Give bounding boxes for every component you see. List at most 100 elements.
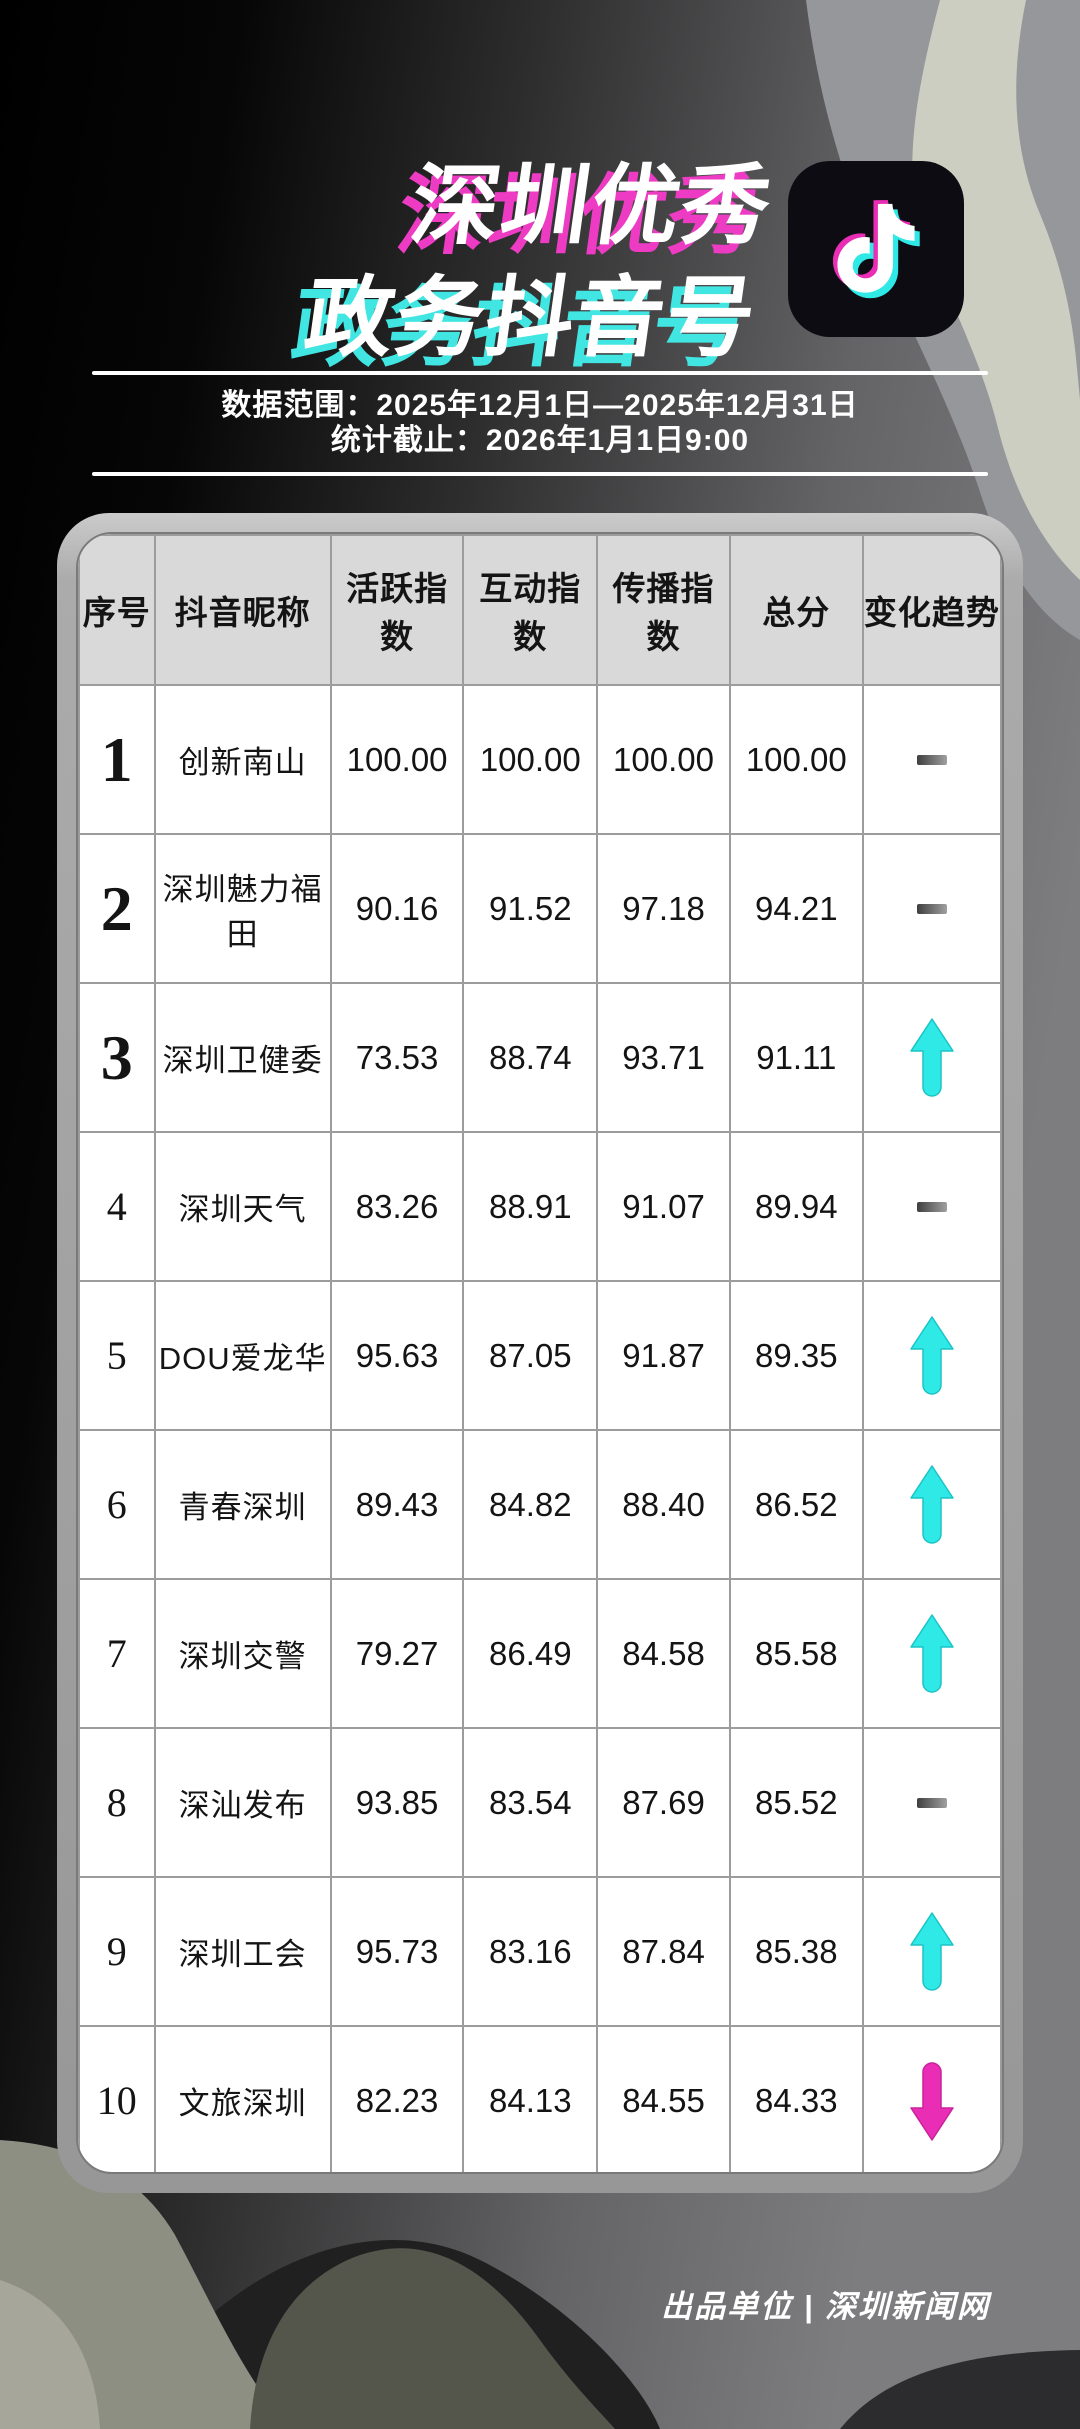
trend-up-icon bbox=[910, 1613, 954, 1693]
total-cell: 94.21 bbox=[728, 833, 864, 984]
trend-cell bbox=[861, 833, 1002, 984]
nickname-cell: 深圳魅力福田 bbox=[153, 833, 332, 984]
nickname-cell: 深圳交警 bbox=[153, 1578, 332, 1729]
total-cell: 100.00 bbox=[728, 684, 864, 835]
table-row: 5 DOU爱龙华 95.63 87.05 91.87 89.35 bbox=[78, 1280, 1002, 1431]
title-line-1: 深圳优秀 bbox=[404, 156, 779, 255]
rank-cell: 4 bbox=[78, 1131, 156, 1282]
credit-line: 出品单位 | 深圳新闻网 bbox=[661, 2289, 990, 2324]
spread-cell: 88.40 bbox=[596, 1429, 731, 1580]
trend-up-icon bbox=[910, 1017, 954, 1097]
interaction-cell: 91.52 bbox=[462, 833, 599, 984]
spread-cell: 87.69 bbox=[596, 1727, 731, 1878]
trend-cell bbox=[861, 1131, 1002, 1282]
page-title: 深圳优秀 政务抖音号 bbox=[298, 150, 779, 374]
stats-cutoff-line: 统计截止：2026年1月1日9:00 bbox=[330, 424, 750, 457]
nickname-cell: 青春深圳 bbox=[153, 1429, 332, 1580]
activity-cell: 95.63 bbox=[329, 1280, 465, 1431]
trend-up-icon bbox=[910, 1315, 954, 1395]
activity-cell: 100.00 bbox=[329, 684, 465, 835]
col-header-nickname: 抖音昵称 bbox=[153, 534, 332, 686]
ranking-table-grid: 序号 抖音昵称 活跃指数 互动指数 传播指数 总分 变化趋势 1 创新南山 100.… bbox=[78, 534, 1002, 2172]
trend-cell bbox=[861, 1727, 1002, 1878]
total-cell: 85.58 bbox=[728, 1578, 864, 1729]
table-row: 3 深圳卫健委 73.53 88.74 93.71 91.11 bbox=[78, 982, 1002, 1133]
nickname-cell: 文旅深圳 bbox=[153, 2025, 332, 2172]
total-cell: 86.52 bbox=[728, 1429, 864, 1580]
nickname-cell: DOU爱龙华 bbox=[153, 1280, 332, 1431]
activity-cell: 95.73 bbox=[329, 1876, 465, 2027]
total-cell: 89.94 bbox=[728, 1131, 864, 1282]
spread-cell: 87.84 bbox=[596, 1876, 731, 2027]
activity-cell: 82.23 bbox=[329, 2025, 465, 2172]
nickname-cell: 创新南山 bbox=[153, 684, 332, 835]
divider-top bbox=[92, 371, 988, 375]
col-header-rank: 序号 bbox=[78, 534, 156, 686]
spread-cell: 93.71 bbox=[596, 982, 731, 1133]
activity-cell: 93.85 bbox=[329, 1727, 465, 1878]
table-header-row: 序号 抖音昵称 活跃指数 互动指数 传播指数 总分 变化趋势 bbox=[78, 534, 1002, 686]
trend-down-icon bbox=[910, 2061, 954, 2141]
col-header-activity: 活跃指数 bbox=[329, 534, 465, 686]
rank-cell: 2 bbox=[78, 833, 156, 984]
spread-cell: 91.07 bbox=[596, 1131, 731, 1282]
col-header-spread: 传播指数 bbox=[596, 534, 731, 686]
ranking-table: 序号 抖音昵称 活跃指数 互动指数 传播指数 总分 变化趋势 1 创新南山 100.… bbox=[76, 532, 1004, 2174]
nickname-cell: 深圳工会 bbox=[153, 1876, 332, 2027]
rank-cell: 10 bbox=[78, 2025, 156, 2172]
interaction-cell: 84.82 bbox=[462, 1429, 599, 1580]
interaction-cell: 88.74 bbox=[462, 982, 599, 1133]
trend-cell bbox=[861, 1876, 1002, 2027]
activity-cell: 83.26 bbox=[329, 1131, 465, 1282]
rank-cell: 7 bbox=[78, 1578, 156, 1729]
spread-cell: 97.18 bbox=[596, 833, 731, 984]
ranking-table-frame: 序号 抖音昵称 活跃指数 互动指数 传播指数 总分 变化趋势 1 创新南山 100.… bbox=[57, 513, 1023, 2193]
rank-cell: 8 bbox=[78, 1727, 156, 1878]
trend-up-icon bbox=[910, 1464, 954, 1544]
spread-cell: 84.55 bbox=[596, 2025, 731, 2172]
table-row: 9 深圳工会 95.73 83.16 87.84 85.38 bbox=[78, 1876, 1002, 2027]
interaction-cell: 83.54 bbox=[462, 1727, 599, 1878]
total-cell: 85.52 bbox=[728, 1727, 864, 1878]
divider-bottom bbox=[92, 472, 988, 476]
spread-cell: 100.00 bbox=[596, 684, 731, 835]
douyin-logo bbox=[788, 161, 964, 337]
title-line-2: 政务抖音号 bbox=[299, 268, 764, 367]
trend-cell bbox=[861, 2025, 1002, 2172]
activity-cell: 89.43 bbox=[329, 1429, 465, 1580]
activity-cell: 79.27 bbox=[329, 1578, 465, 1729]
info-text: 数据范围：2025年12月1日—2025年12月31日 统计截止：2026年1月… bbox=[92, 375, 988, 472]
nickname-cell: 深汕发布 bbox=[153, 1727, 332, 1878]
total-cell: 91.11 bbox=[728, 982, 864, 1133]
table-row: 2 深圳魅力福田 90.16 91.52 97.18 94.21 bbox=[78, 833, 1002, 984]
col-header-interaction: 互动指数 bbox=[462, 534, 599, 686]
spread-cell: 84.58 bbox=[596, 1578, 731, 1729]
info-band: 数据范围：2025年12月1日—2025年12月31日 统计截止：2026年1月… bbox=[92, 371, 988, 476]
table-row: 4 深圳天气 83.26 88.91 91.07 89.94 bbox=[78, 1131, 1002, 1282]
activity-cell: 73.53 bbox=[329, 982, 465, 1133]
interaction-cell: 84.13 bbox=[462, 2025, 599, 2172]
trend-cell bbox=[861, 684, 1002, 835]
trend-cell bbox=[861, 1280, 1002, 1431]
trend-cell bbox=[861, 1429, 1002, 1580]
interaction-cell: 87.05 bbox=[462, 1280, 599, 1431]
nickname-cell: 深圳天气 bbox=[153, 1131, 332, 1282]
activity-cell: 90.16 bbox=[329, 833, 465, 984]
rank-cell: 5 bbox=[78, 1280, 156, 1431]
trend-up-icon bbox=[910, 1911, 954, 1991]
trend-flat-icon bbox=[916, 1201, 947, 1212]
table-row: 10 文旅深圳 82.23 84.13 84.55 84.33 bbox=[78, 2025, 1002, 2172]
table-row: 6 青春深圳 89.43 84.82 88.40 86.52 bbox=[78, 1429, 1002, 1580]
total-cell: 84.33 bbox=[728, 2025, 864, 2172]
table-row: 8 深汕发布 93.85 83.54 87.69 85.52 bbox=[78, 1727, 1002, 1878]
total-cell: 85.38 bbox=[728, 1876, 864, 2027]
nickname-cell: 深圳卫健委 bbox=[153, 982, 332, 1133]
interaction-cell: 88.91 bbox=[462, 1131, 599, 1282]
col-header-trend: 变化趋势 bbox=[861, 534, 1002, 686]
interaction-cell: 86.49 bbox=[462, 1578, 599, 1729]
rank-cell: 3 bbox=[78, 982, 156, 1133]
trend-flat-icon bbox=[916, 754, 947, 765]
table-row: 1 创新南山 100.00 100.00 100.00 100.00 bbox=[78, 684, 1002, 835]
douyin-note-icon bbox=[833, 200, 920, 299]
